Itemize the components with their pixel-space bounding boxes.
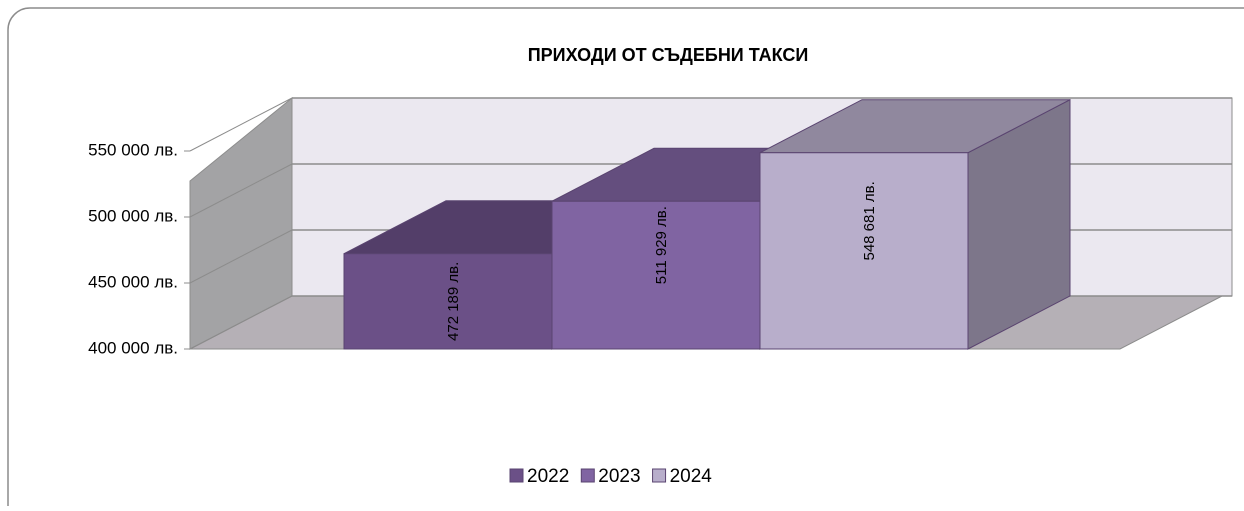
y-tick-label: 450 000 лв. <box>88 272 178 291</box>
data-label: 511 929 лв. <box>653 206 670 284</box>
legend-label: 2022 <box>527 466 569 487</box>
legend-swatch <box>652 468 667 483</box>
bar <box>551 200 761 350</box>
legend-swatch <box>509 468 524 483</box>
y-tick-label: 550 000 лв. <box>88 140 178 159</box>
y-tick-label: 400 000 лв. <box>88 338 178 357</box>
grid-line <box>189 97 293 152</box>
data-label: 548 681 лв. <box>861 181 878 260</box>
data-label: 472 189 лв. <box>445 262 462 341</box>
legend-swatch <box>580 468 595 483</box>
grid-line <box>189 295 293 350</box>
bar <box>759 152 969 350</box>
legend-label: 2024 <box>670 466 713 487</box>
grid-line <box>189 163 293 218</box>
bars <box>343 98 1071 350</box>
legend-label: 2023 <box>598 466 640 487</box>
y-tick-label: 500 000 лв. <box>88 206 178 225</box>
chart-title: ПРИХОДИ ОТ СЪДЕБНИ ТАКСИ <box>528 45 809 65</box>
grid-line <box>189 229 293 284</box>
